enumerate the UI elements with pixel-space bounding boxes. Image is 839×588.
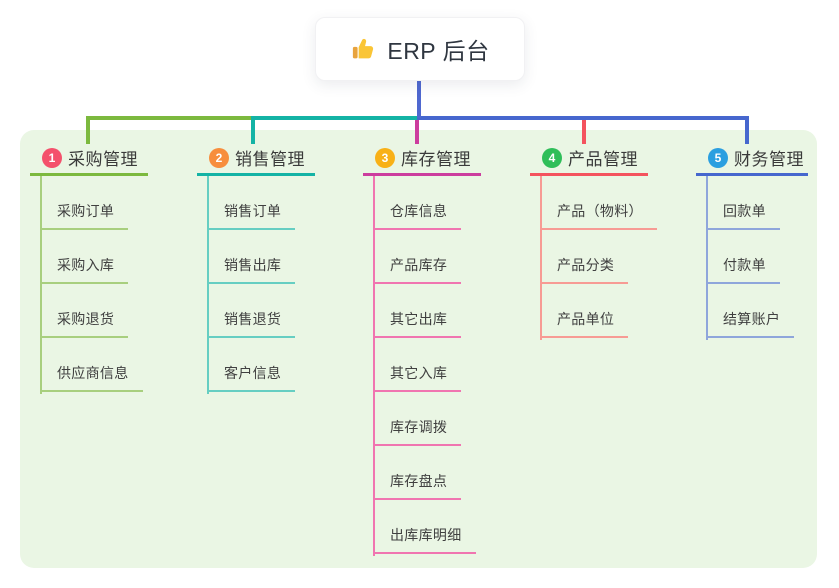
mindmap-node[interactable]: 产品分类 bbox=[540, 230, 629, 284]
branch-trunk-line bbox=[207, 176, 209, 394]
connector-inventory-drop bbox=[415, 118, 419, 144]
node-label: 采购入库 bbox=[57, 257, 115, 273]
branch-sales: 2 销售管理 销售订单 销售出库 销售退货 客户信息 bbox=[197, 146, 315, 394]
mindmap-node[interactable]: 采购订单 bbox=[40, 176, 129, 230]
node-label: 产品（物料） bbox=[557, 203, 643, 219]
branch-trunk-line bbox=[40, 176, 42, 394]
node-label: 结算账户 bbox=[723, 311, 781, 327]
connector-finance-drop bbox=[745, 116, 749, 144]
connector-sales-drop bbox=[251, 116, 255, 144]
thumbs-up-icon bbox=[350, 36, 376, 62]
mindmap-node[interactable]: 结算账户 bbox=[706, 284, 795, 338]
connector-purchase-drop bbox=[86, 116, 90, 144]
number-badge: 2 bbox=[209, 147, 229, 168]
connector-finance-horizontal bbox=[417, 116, 749, 120]
mindmap-node[interactable]: 仓库信息 bbox=[373, 176, 462, 230]
mindmap-node[interactable]: 库存调拨 bbox=[373, 392, 462, 446]
number-badge: 4 bbox=[542, 147, 562, 168]
branch-label: 采购管理 bbox=[68, 150, 138, 169]
branch-label: 销售管理 bbox=[235, 150, 305, 169]
node-label: 采购退货 bbox=[57, 311, 115, 327]
node-label: 销售订单 bbox=[224, 203, 282, 219]
node-label: 产品单位 bbox=[557, 311, 615, 327]
root-node-label: ERP 后台 bbox=[387, 38, 490, 64]
node-label: 库存调拨 bbox=[390, 419, 448, 435]
node-label: 销售退货 bbox=[224, 311, 282, 327]
root-connector-line bbox=[417, 81, 421, 118]
mindmap-node[interactable]: 采购退货 bbox=[40, 284, 129, 338]
branch-inventory: 3 库存管理 仓库信息 产品库存 其它出库 其它入库 库存调拨 库存盘点 出库库… bbox=[363, 146, 481, 556]
mindmap-node[interactable]: 销售退货 bbox=[207, 284, 296, 338]
mindmap-node[interactable]: 采购入库 bbox=[40, 230, 129, 284]
node-label: 客户信息 bbox=[224, 365, 282, 381]
connector-product-drop bbox=[582, 119, 586, 144]
branch-trunk-line bbox=[540, 176, 542, 340]
mindmap-node[interactable]: 产品（物料） bbox=[540, 176, 657, 230]
mindmap-node[interactable]: 库存盘点 bbox=[373, 446, 462, 500]
node-label: 仓库信息 bbox=[390, 203, 448, 219]
branch-node-product[interactable]: 4 产品管理 bbox=[530, 146, 648, 176]
node-label: 其它入库 bbox=[390, 365, 448, 381]
node-label: 采购订单 bbox=[57, 203, 115, 219]
branch-node-sales[interactable]: 2 销售管理 bbox=[197, 146, 315, 176]
node-label: 供应商信息 bbox=[57, 365, 129, 381]
node-label: 其它出库 bbox=[390, 311, 448, 327]
number-badge: 5 bbox=[708, 147, 728, 168]
mindmap-node[interactable]: 销售出库 bbox=[207, 230, 296, 284]
mindmap-node[interactable]: 客户信息 bbox=[207, 338, 296, 392]
branch-trunk-line bbox=[373, 176, 375, 556]
node-label: 库存盘点 bbox=[390, 473, 448, 489]
branch-node-inventory[interactable]: 3 库存管理 bbox=[363, 146, 481, 176]
mindmap-node[interactable]: 销售订单 bbox=[207, 176, 296, 230]
mindmap-canvas-panel bbox=[20, 130, 817, 568]
node-label: 回款单 bbox=[723, 203, 766, 219]
root-node[interactable]: ERP 后台 bbox=[315, 17, 525, 81]
mindmap-node[interactable]: 供应商信息 bbox=[40, 338, 143, 392]
node-label: 产品库存 bbox=[390, 257, 448, 273]
connector-purchase-horizontal bbox=[86, 116, 255, 120]
branch-label: 库存管理 bbox=[401, 150, 471, 169]
number-badge: 3 bbox=[375, 147, 395, 168]
mindmap-node[interactable]: 其它出库 bbox=[373, 284, 462, 338]
branch-trunk-line bbox=[706, 176, 708, 340]
branch-node-purchase[interactable]: 1 采购管理 bbox=[30, 146, 148, 176]
branch-product: 4 产品管理 产品（物料） 产品分类 产品单位 bbox=[530, 146, 657, 340]
branch-label: 产品管理 bbox=[568, 150, 638, 169]
branch-finance: 5 财务管理 回款单 付款单 结算账户 bbox=[696, 146, 808, 340]
branch-purchase: 1 采购管理 采购订单 采购入库 采购退货 供应商信息 bbox=[30, 146, 148, 394]
branch-node-finance[interactable]: 5 财务管理 bbox=[696, 146, 808, 176]
mindmap-node[interactable]: 回款单 bbox=[706, 176, 780, 230]
mindmap-node[interactable]: 产品库存 bbox=[373, 230, 462, 284]
node-label: 销售出库 bbox=[224, 257, 282, 273]
node-label: 出库库明细 bbox=[390, 527, 462, 543]
mindmap-node[interactable]: 产品单位 bbox=[540, 284, 629, 338]
mindmap-node[interactable]: 其它入库 bbox=[373, 338, 462, 392]
mindmap-node[interactable]: 出库库明细 bbox=[373, 500, 476, 554]
number-badge: 1 bbox=[42, 147, 62, 168]
node-label: 付款单 bbox=[723, 257, 766, 273]
connector-sales-horizontal bbox=[251, 116, 421, 120]
branch-label: 财务管理 bbox=[734, 150, 804, 169]
node-label: 产品分类 bbox=[557, 257, 615, 273]
mindmap-node[interactable]: 付款单 bbox=[706, 230, 780, 284]
